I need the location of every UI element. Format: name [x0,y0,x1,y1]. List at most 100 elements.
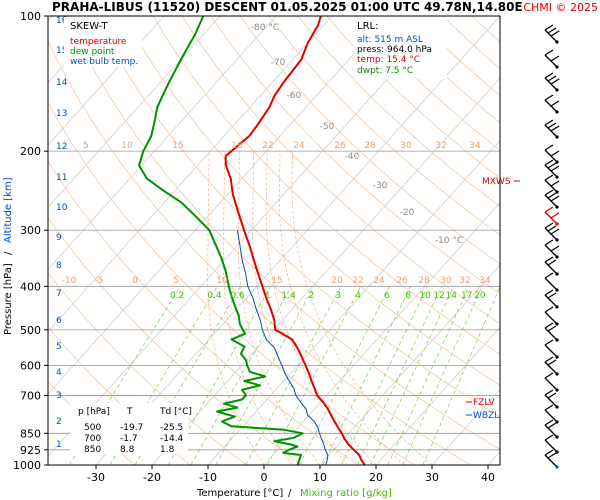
altitude-label: 1 [56,440,62,450]
lrl-temp: temp: 15.4 °C [357,55,420,65]
adiabat-label: 28 [418,276,430,286]
adiabat-label: 10 [216,276,228,286]
series-dew-point-line [138,16,304,465]
dry-adiabat-line [268,16,500,236]
dry-adiabat-line [297,16,500,207]
isotherm-line [48,16,445,457]
isotherm-label: -50 [320,122,335,132]
wind-barb [544,339,559,359]
mxws-marker: MXWS [482,177,511,187]
wind-barb [544,159,560,179]
mixing-ratio-line [422,286,500,465]
levels-table-header: Td [°C] [159,407,192,417]
wbzl-marker: WBZL [473,411,499,421]
levels-table-box [70,403,188,453]
mixing-ratio-line [402,286,483,465]
mixing-ratio-label: 0.2 [170,291,184,301]
adiabat-label: 28 [364,141,376,151]
altitude-label: 12 [56,142,67,152]
wind-barb [544,222,560,242]
lrl-box [355,17,447,79]
levels-table-cell: 8.8 [120,445,135,455]
wind-barb [544,449,559,469]
pressure-tick-label: 200 [20,145,41,158]
wind-barb [544,434,559,454]
moist-adiabat-line [279,151,405,465]
mixing-ratio-label: 8 [405,291,411,301]
wind-barb [544,144,560,164]
levels-table-header: T [126,407,133,417]
levels-table-cell: -14.4 [160,434,184,444]
wind-barb [544,289,559,309]
wind-barb [544,49,560,69]
adiabat-label: 32 [435,141,446,151]
adiabat-label: 34 [479,276,491,286]
mixing-ratio-line [356,286,442,465]
moist-adiabat-line [291,151,433,465]
levels-table-header: p [hPa] [78,407,110,417]
wind-barb [544,372,559,392]
adiabat-label: 24 [373,276,385,286]
moist-adiabat-line [207,151,265,465]
mixing-ratio-line [299,286,390,465]
isotherm-line [48,16,333,333]
wind-barb [544,94,560,114]
altitude-label: 16 [56,16,68,26]
credit-text: CHMI © 2025 [523,1,598,14]
isotherm-line [48,16,221,208]
pressure-tick-label: 700 [20,389,41,402]
series-temperature-line [224,16,366,465]
series-wet-bulb-temp-line [236,230,329,465]
wind-barb [544,356,559,376]
levels-table-cell: 1.8 [160,445,175,455]
fzlv-marker: FZLV [473,398,495,408]
adiabat-label: 20 [331,276,343,286]
altitude-label: 6 [56,316,62,326]
wind-barb [544,404,559,424]
isotherm-label: -10 °C [435,236,463,246]
dry-adiabat-line [210,16,500,295]
levels-table-cell: -19.7 [120,423,143,433]
dry-adiabat-line [94,16,500,418]
mixing-ratio-label: 1 [265,291,271,301]
temp-tick-label: 10 [313,471,327,484]
mixing-ratio-label: 6 [384,291,390,301]
wind-barb [544,419,559,439]
isotherm-label: -60 [287,91,302,101]
mixing-ratio-line [341,286,428,465]
wind-barb [544,272,559,292]
x-axis-label-mix: Mixing ratio [g/kg] [300,488,392,499]
isotherm-line [48,16,389,395]
mixing-ratio-label: 2 [308,291,314,301]
adiabat-label: 5 [83,141,89,151]
mixing-ratio-label: 0.4 [207,291,222,301]
pressure-tick-label: 1000 [13,459,41,472]
mixing-ratio-label: 4 [355,291,361,301]
mixing-ratio-label: 14 [446,291,458,301]
adiabat-label: 18 [231,141,243,151]
mixing-ratio-line [322,286,412,465]
wind-barb [544,24,560,44]
mixing-ratio-label: 10 [419,291,431,301]
x-axis-label-sep: / [288,488,292,499]
altitude-label: 7 [56,289,62,299]
adiabat-label: 22 [262,141,273,151]
altitude-label: 15 [56,46,67,56]
levels-table: p [hPa] T Td [°C] 500 -19.7 -25.5 700 -1.7 -14.4… [78,407,192,455]
adiabat-label: 32 [459,276,470,286]
x-axis-label-temp: Temperature [°C] [196,488,283,499]
levels-table-cell: 500 [84,423,101,433]
legend-temperature: temperature [70,37,127,47]
altitude-label: 2 [56,417,62,427]
altitude-label: 3 [56,391,62,401]
isotherm-line [431,388,500,465]
altitude-label: 9 [56,233,62,243]
dry-adiabat-line [123,16,500,386]
legend-wet-bulb: wet bulb temp. [70,57,138,67]
temp-tick-label: 0 [261,471,268,484]
mixing-ratio-line [190,286,292,465]
wind-barb [544,119,560,139]
wind-barb [544,174,560,194]
isotherm-line [151,77,500,465]
